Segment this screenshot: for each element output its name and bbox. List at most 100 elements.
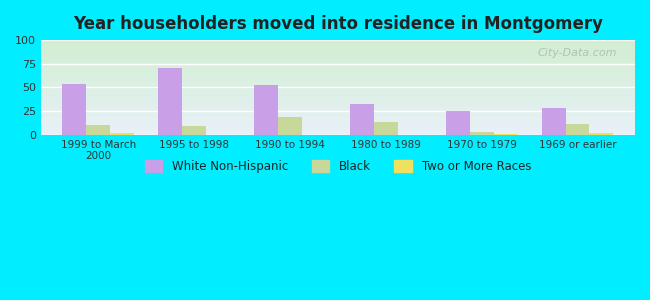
- Bar: [41, 47, 635, 48]
- Bar: [41, 48, 635, 49]
- Bar: [41, 93, 635, 94]
- Bar: [41, 100, 635, 101]
- Bar: [41, 122, 635, 123]
- Bar: [446, 111, 470, 135]
- Bar: [590, 133, 614, 135]
- Bar: [41, 95, 635, 96]
- Bar: [41, 129, 635, 130]
- Bar: [41, 41, 635, 42]
- Bar: [41, 70, 635, 71]
- Bar: [41, 90, 635, 91]
- Bar: [41, 125, 635, 126]
- Bar: [41, 131, 635, 132]
- Bar: [41, 81, 635, 82]
- Bar: [41, 42, 635, 43]
- Bar: [158, 68, 182, 135]
- Bar: [41, 88, 635, 89]
- Bar: [41, 116, 635, 117]
- Bar: [41, 123, 635, 124]
- Bar: [41, 49, 635, 50]
- Bar: [41, 101, 635, 102]
- Bar: [41, 83, 635, 84]
- Bar: [41, 84, 635, 85]
- Bar: [182, 126, 206, 135]
- Bar: [541, 108, 566, 135]
- Bar: [493, 134, 517, 135]
- Bar: [41, 134, 635, 135]
- Bar: [254, 85, 278, 135]
- Bar: [41, 120, 635, 121]
- Bar: [41, 124, 635, 125]
- Bar: [41, 98, 635, 99]
- Bar: [41, 72, 635, 73]
- Bar: [41, 61, 635, 62]
- Bar: [41, 76, 635, 77]
- Bar: [41, 121, 635, 122]
- Bar: [41, 46, 635, 47]
- Bar: [41, 119, 635, 120]
- Bar: [41, 108, 635, 109]
- Bar: [41, 77, 635, 78]
- Bar: [566, 124, 590, 135]
- Bar: [111, 133, 135, 135]
- Bar: [41, 75, 635, 76]
- Bar: [41, 94, 635, 95]
- Bar: [62, 84, 86, 135]
- Text: City-Data.com: City-Data.com: [538, 48, 618, 58]
- Bar: [41, 56, 635, 57]
- Bar: [41, 73, 635, 74]
- Bar: [41, 52, 635, 53]
- Bar: [41, 82, 635, 83]
- Bar: [41, 118, 635, 119]
- Bar: [41, 54, 635, 55]
- Bar: [41, 89, 635, 90]
- Bar: [41, 117, 635, 118]
- Bar: [41, 96, 635, 97]
- Bar: [41, 68, 635, 70]
- Bar: [41, 66, 635, 67]
- Bar: [41, 110, 635, 111]
- Bar: [41, 53, 635, 54]
- Bar: [41, 115, 635, 116]
- Bar: [41, 102, 635, 103]
- Bar: [41, 111, 635, 112]
- Bar: [41, 59, 635, 60]
- Bar: [41, 79, 635, 80]
- Bar: [470, 132, 493, 135]
- Bar: [41, 97, 635, 98]
- Bar: [41, 65, 635, 66]
- Bar: [41, 62, 635, 63]
- Bar: [278, 117, 302, 135]
- Bar: [41, 112, 635, 113]
- Bar: [41, 85, 635, 86]
- Legend: White Non-Hispanic, Black, Two or More Races: White Non-Hispanic, Black, Two or More R…: [140, 156, 536, 178]
- Bar: [41, 44, 635, 45]
- Bar: [41, 63, 635, 64]
- Title: Year householders moved into residence in Montgomery: Year householders moved into residence i…: [73, 15, 603, 33]
- Bar: [41, 133, 635, 134]
- Bar: [41, 58, 635, 59]
- Bar: [41, 113, 635, 114]
- Bar: [41, 130, 635, 131]
- Bar: [41, 40, 635, 41]
- Bar: [41, 132, 635, 133]
- Bar: [41, 91, 635, 92]
- Bar: [41, 92, 635, 93]
- Bar: [41, 57, 635, 58]
- Bar: [41, 103, 635, 104]
- Bar: [41, 71, 635, 72]
- Bar: [41, 86, 635, 87]
- Bar: [41, 127, 635, 128]
- Bar: [41, 128, 635, 129]
- Bar: [41, 105, 635, 106]
- Bar: [41, 67, 635, 68]
- Bar: [41, 107, 635, 108]
- Bar: [41, 74, 635, 75]
- Bar: [41, 109, 635, 110]
- Bar: [41, 45, 635, 46]
- Bar: [41, 106, 635, 107]
- Bar: [41, 80, 635, 81]
- Bar: [41, 55, 635, 56]
- Bar: [350, 104, 374, 135]
- Bar: [41, 99, 635, 100]
